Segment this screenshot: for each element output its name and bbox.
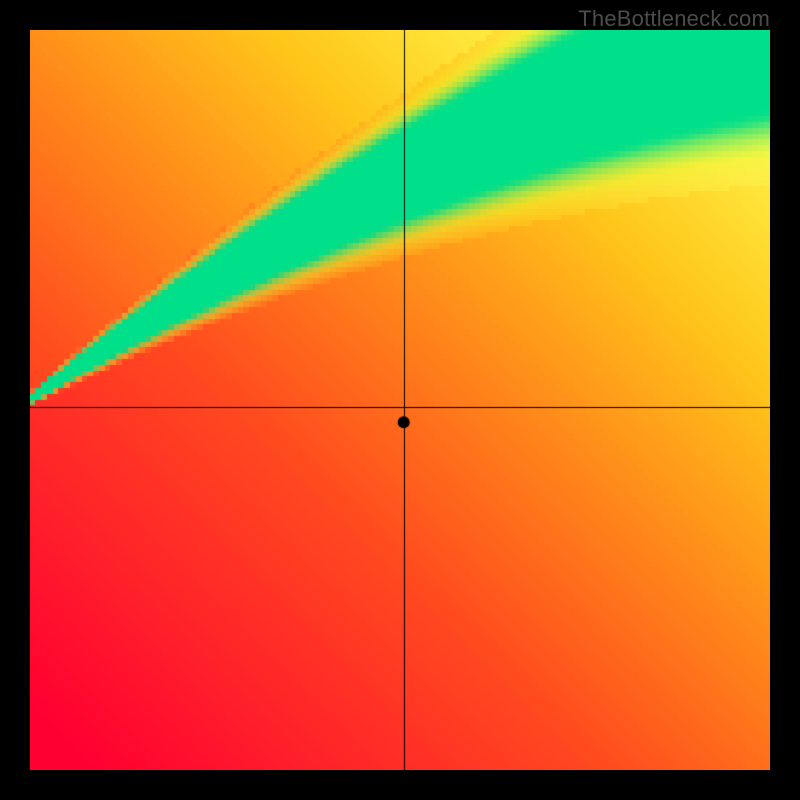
heatmap-plot bbox=[30, 30, 770, 770]
watermark-text: TheBottleneck.com bbox=[578, 6, 770, 32]
heatmap-canvas bbox=[30, 30, 770, 770]
